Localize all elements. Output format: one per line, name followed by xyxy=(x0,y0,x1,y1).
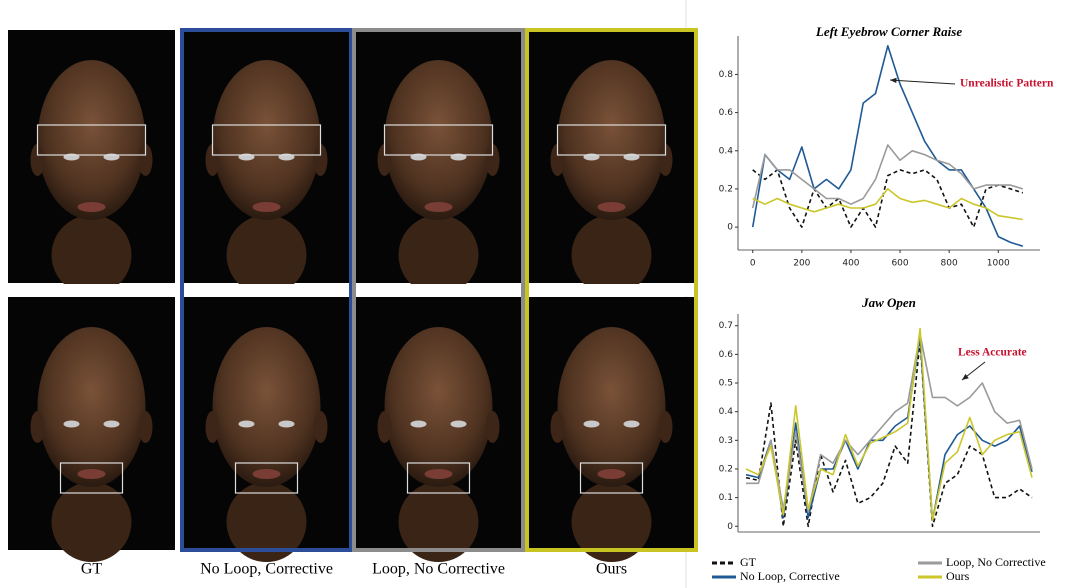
eye xyxy=(624,421,640,428)
mouth xyxy=(78,469,106,479)
separator-bar xyxy=(358,284,519,296)
y-tick-label: 0.7 xyxy=(719,321,733,331)
mouth xyxy=(253,469,281,479)
annotation: Less Accurate xyxy=(958,347,1027,359)
column-label: GT xyxy=(81,561,103,578)
x-tick-label: 600 xyxy=(891,259,908,269)
eye xyxy=(584,421,600,428)
y-tick-label: 0.2 xyxy=(719,184,733,194)
y-tick-label: 0.4 xyxy=(719,146,734,156)
legend-label: No Loop, Corrective xyxy=(740,569,840,583)
y-tick-label: 0 xyxy=(727,223,733,233)
face-column: Ours xyxy=(527,30,696,578)
legend-label: Loop, No Corrective xyxy=(946,555,1046,569)
chart-title: Jaw Open xyxy=(861,295,916,310)
neck xyxy=(52,482,132,562)
ear xyxy=(659,411,673,443)
legend-label: GT xyxy=(740,555,757,569)
head xyxy=(38,60,146,220)
separator-bar xyxy=(531,284,692,296)
chart-title: Left Eyebrow Corner Raise xyxy=(815,24,962,39)
ear xyxy=(486,411,500,443)
figure: GTNo Loop, CorrectiveLoop, No Corrective… xyxy=(0,0,1072,588)
x-tick-label: 800 xyxy=(941,259,958,269)
legend-label: Ours xyxy=(946,569,970,583)
eye xyxy=(279,421,295,428)
y-tick-label: 0.4 xyxy=(719,407,734,417)
eye xyxy=(104,421,120,428)
column-label: Loop, No Corrective xyxy=(372,561,505,578)
face-column: Loop, No Corrective xyxy=(354,30,523,578)
y-tick-label: 0.6 xyxy=(719,350,734,360)
eye xyxy=(411,421,427,428)
separator-bar xyxy=(11,284,172,296)
x-tick-label: 1000 xyxy=(987,259,1010,269)
annotation: Unrealistic Pattern xyxy=(960,78,1054,90)
series-line xyxy=(746,334,1032,512)
eye xyxy=(64,421,80,428)
mouth xyxy=(253,202,281,212)
ear xyxy=(551,411,565,443)
y-tick-label: 0.2 xyxy=(719,464,733,474)
figure-canvas: GTNo Loop, CorrectiveLoop, No Corrective… xyxy=(0,0,1072,588)
column-label: No Loop, Corrective xyxy=(200,561,333,578)
face-column: No Loop, Corrective xyxy=(182,30,351,578)
face-column: GT xyxy=(8,30,175,578)
annotation-arrowhead xyxy=(890,78,897,83)
y-tick-label: 0.8 xyxy=(719,70,734,80)
ear xyxy=(31,411,45,443)
head xyxy=(385,60,493,220)
mouth xyxy=(425,202,453,212)
neck xyxy=(399,215,479,295)
eye xyxy=(239,421,255,428)
head xyxy=(558,60,666,220)
mouth xyxy=(78,202,106,212)
y-tick-label: 0.1 xyxy=(719,493,733,503)
series-line xyxy=(753,170,1023,227)
annotation-arrowhead xyxy=(962,374,969,380)
y-tick-label: 0.5 xyxy=(719,379,733,389)
ear xyxy=(378,411,392,443)
x-tick-label: 400 xyxy=(842,259,859,269)
y-tick-label: 0 xyxy=(727,522,733,532)
mouth xyxy=(598,202,626,212)
ear xyxy=(139,411,153,443)
x-tick-label: 0 xyxy=(750,259,756,269)
neck xyxy=(227,215,307,295)
column-label: Ours xyxy=(596,561,627,578)
ear xyxy=(314,411,328,443)
eye xyxy=(451,421,467,428)
head xyxy=(213,60,321,220)
separator-bar xyxy=(186,284,347,296)
y-tick-label: 0.3 xyxy=(719,436,733,446)
mouth xyxy=(598,469,626,479)
ear xyxy=(206,411,220,443)
neck xyxy=(572,215,652,295)
x-tick-label: 200 xyxy=(793,259,810,269)
mouth xyxy=(425,469,453,479)
y-tick-label: 0.6 xyxy=(719,108,734,118)
neck xyxy=(52,215,132,295)
